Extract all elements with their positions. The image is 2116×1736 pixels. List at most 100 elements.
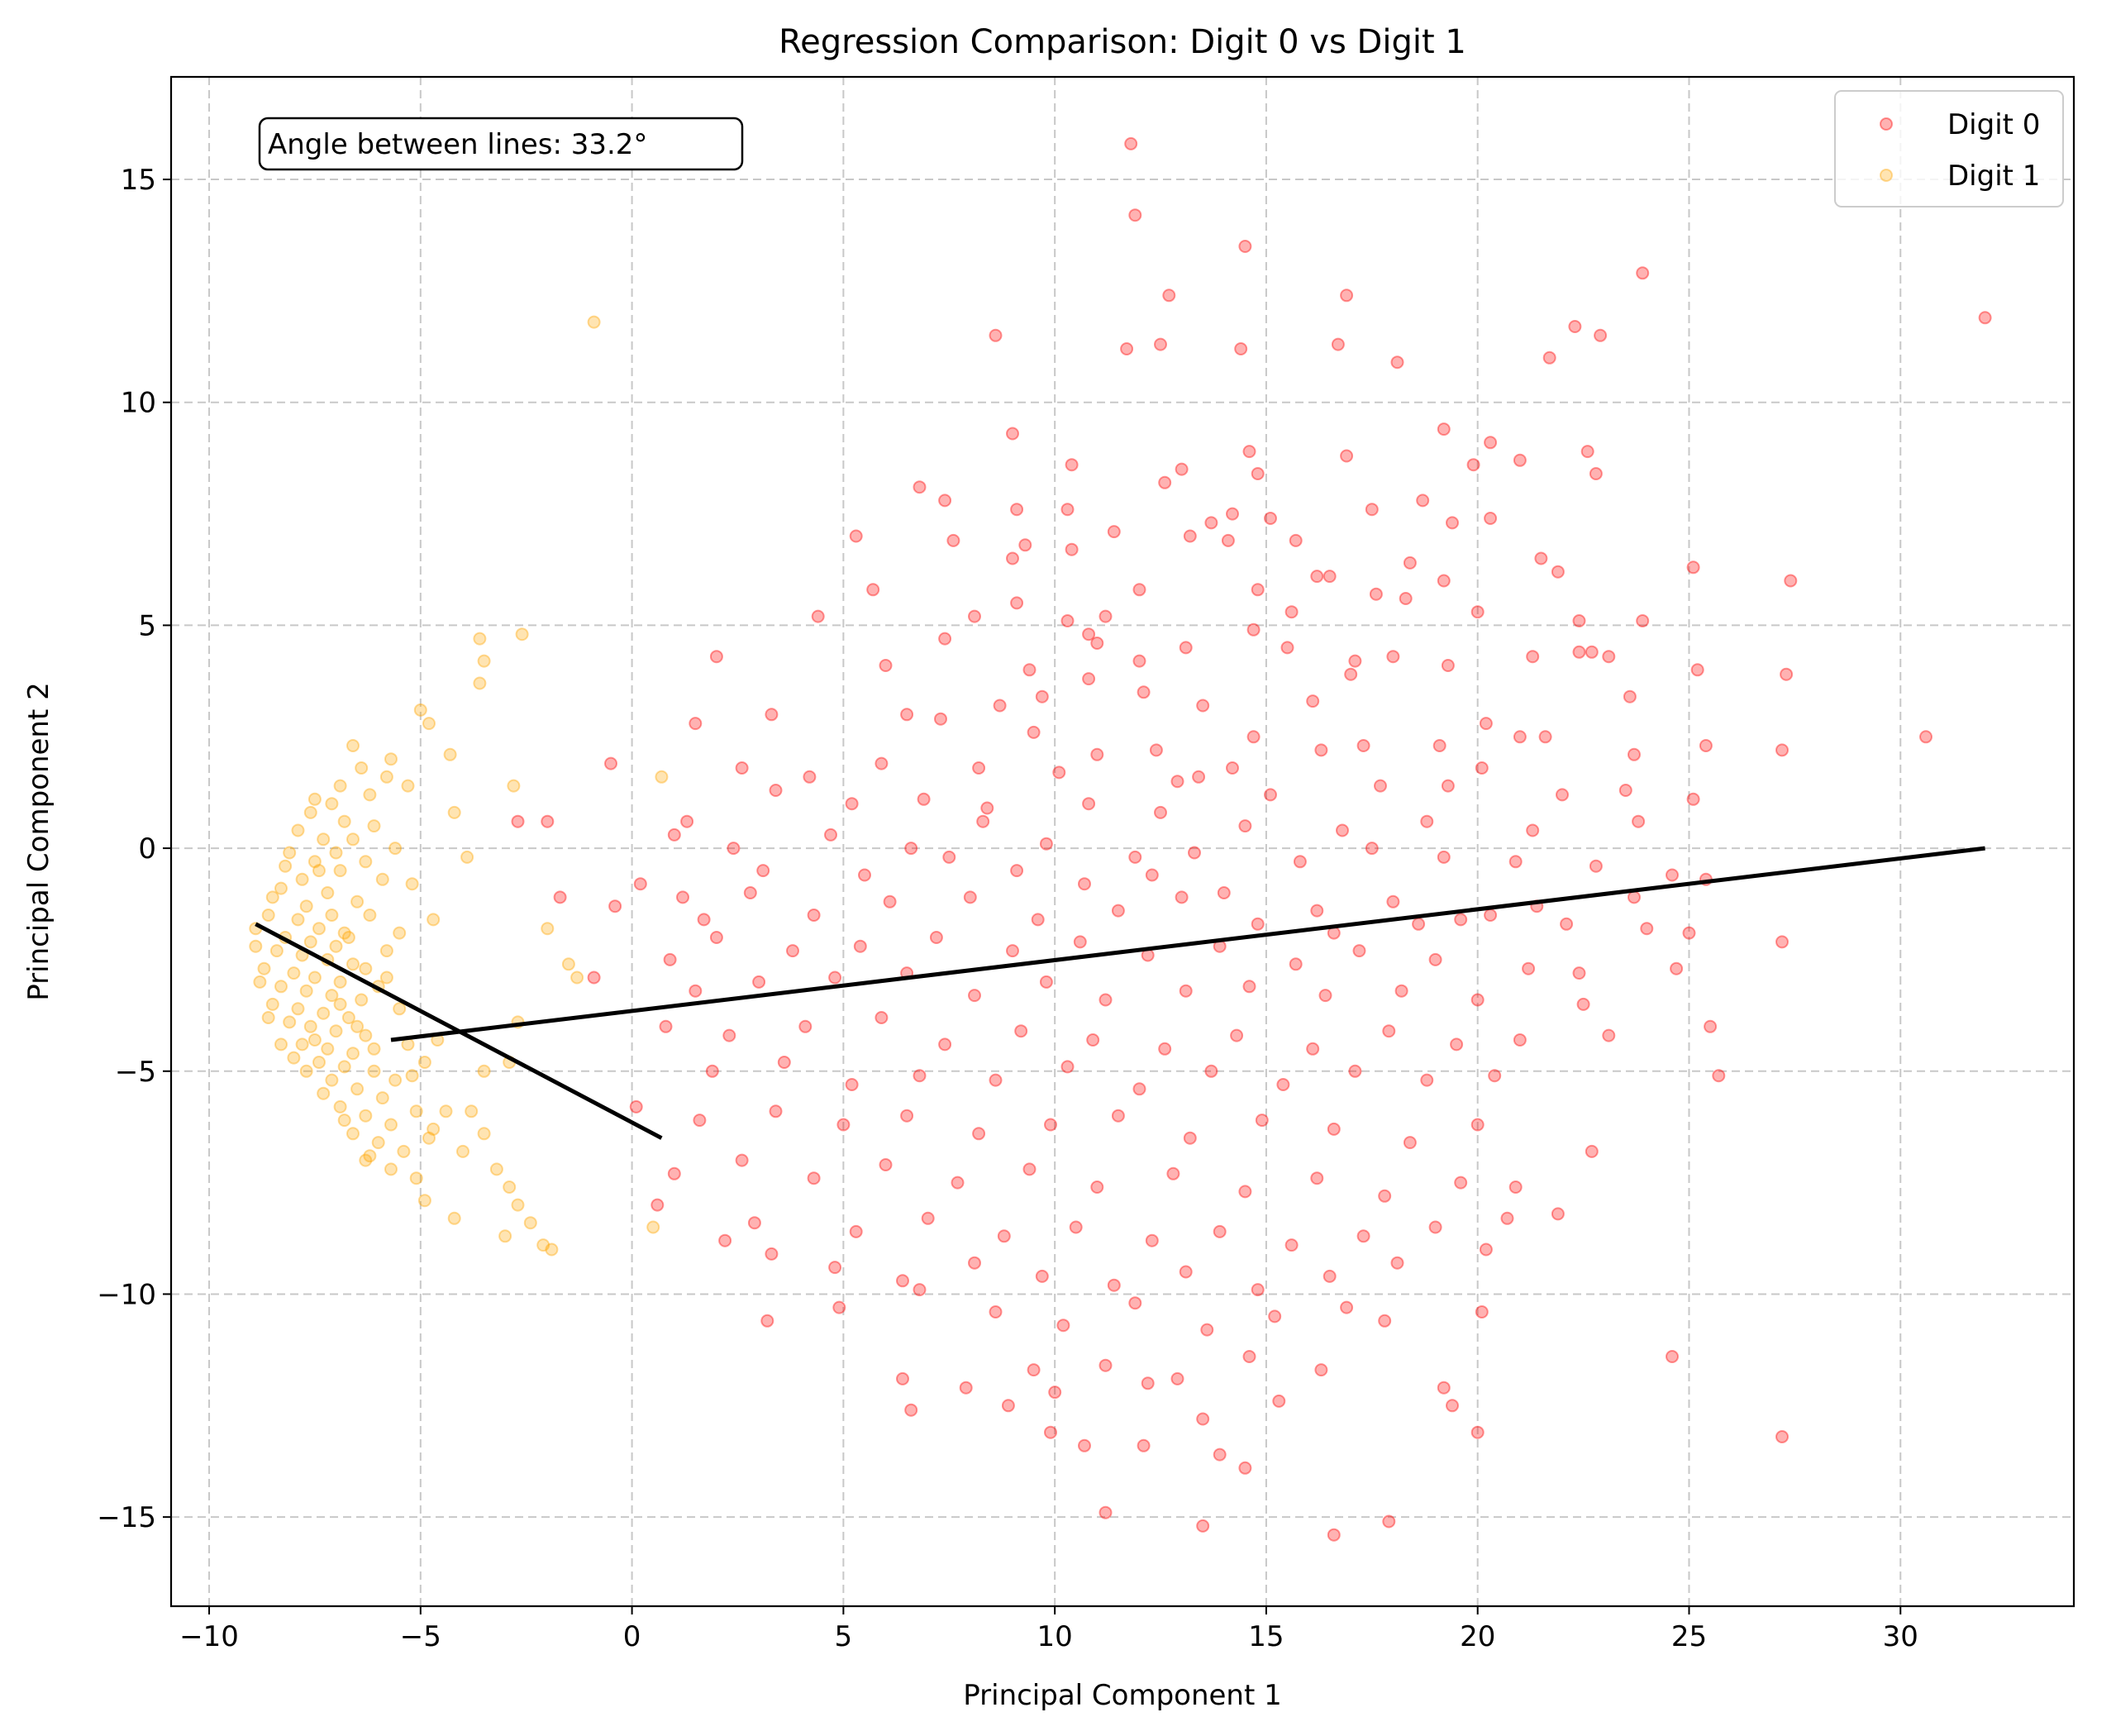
data-point <box>1399 592 1413 605</box>
data-point <box>1420 814 1434 828</box>
data-point <box>997 1229 1011 1243</box>
data-point <box>1052 765 1066 780</box>
data-point <box>1356 1229 1370 1243</box>
data-point <box>333 975 347 989</box>
data-point <box>1226 507 1239 521</box>
data-point <box>1086 1033 1100 1047</box>
data-point <box>1196 1412 1210 1426</box>
x-tick-label: 25 <box>1671 1620 1707 1653</box>
data-point <box>1001 1399 1015 1413</box>
data-point <box>1183 1131 1197 1145</box>
x-tick-label: 10 <box>1037 1620 1073 1653</box>
data-point <box>1919 730 1933 744</box>
data-point <box>1470 1118 1485 1132</box>
data-point <box>397 1144 411 1158</box>
data-point <box>849 1224 863 1238</box>
data-point <box>1484 909 1498 922</box>
data-point <box>283 846 297 860</box>
data-point <box>1594 328 1608 342</box>
data-point <box>341 931 355 944</box>
data-point <box>1327 1528 1341 1542</box>
data-point <box>1508 1180 1523 1194</box>
plot-frame <box>169 75 2075 1608</box>
data-point <box>1221 533 1235 547</box>
data-point <box>1035 689 1049 703</box>
data-point <box>1348 654 1362 668</box>
data-point <box>312 1056 326 1069</box>
data-point <box>693 1114 707 1128</box>
data-point <box>968 609 981 623</box>
data-point <box>295 872 309 886</box>
data-point <box>1526 650 1540 664</box>
data-point <box>1145 868 1159 882</box>
data-point <box>473 676 487 690</box>
data-point <box>536 1238 550 1252</box>
data-point <box>917 792 931 806</box>
data-point <box>1010 503 1024 517</box>
data-point <box>405 1069 419 1083</box>
y-axis-ticks: −15 −10 −5 0 5 10 15 <box>97 164 171 1534</box>
data-point <box>1602 650 1616 664</box>
data-point <box>1775 743 1789 757</box>
data-point <box>1107 525 1121 539</box>
data-point <box>798 1019 813 1033</box>
data-point <box>1099 1358 1113 1372</box>
data-point <box>283 1015 297 1029</box>
data-point <box>1137 685 1151 699</box>
data-point <box>1470 993 1485 1007</box>
data-point <box>1580 445 1594 459</box>
data-point <box>384 752 398 766</box>
data-point <box>1039 975 1053 989</box>
data-point <box>287 966 301 980</box>
data-point <box>587 971 601 985</box>
data-point <box>1284 605 1299 619</box>
data-point <box>727 842 741 856</box>
legend-label-digit-1: Digit 1 <box>1947 160 2040 193</box>
data-point <box>473 632 487 646</box>
data-point <box>1390 355 1404 370</box>
data-point <box>1560 917 1574 931</box>
data-point <box>1192 770 1206 784</box>
data-point <box>913 1069 927 1083</box>
series-digit-1 <box>249 315 669 1257</box>
chart-title: Regression Comparison: Digit 0 vs Digit … <box>779 23 1466 61</box>
data-point <box>845 797 859 811</box>
data-point <box>849 529 863 543</box>
y-tick-label: 5 <box>138 609 156 642</box>
x-tick-label: 0 <box>623 1620 641 1653</box>
data-point <box>359 961 373 975</box>
data-point <box>1183 529 1197 543</box>
data-point <box>498 1229 512 1243</box>
data-point <box>1170 775 1184 789</box>
data-point <box>689 984 703 998</box>
data-point <box>1242 445 1256 459</box>
data-point <box>1446 516 1459 530</box>
data-point <box>629 1099 643 1114</box>
data-point <box>946 533 960 547</box>
data-point <box>329 846 343 860</box>
data-point <box>709 650 723 664</box>
data-point <box>417 1056 431 1069</box>
data-point <box>921 1211 935 1225</box>
data-point <box>1099 1505 1113 1519</box>
data-point <box>375 872 389 886</box>
data-point <box>363 909 377 922</box>
data-point <box>1170 1371 1184 1385</box>
data-point <box>1179 641 1193 655</box>
data-points <box>249 136 1992 1542</box>
data-point <box>1585 1144 1599 1158</box>
data-point <box>346 832 360 847</box>
data-point <box>1230 1028 1244 1042</box>
data-point <box>350 1019 365 1033</box>
data-point <box>1437 422 1451 436</box>
data-point <box>1056 1319 1070 1333</box>
data-point <box>1318 989 1332 1003</box>
data-point <box>265 997 279 1011</box>
y-tick-label: 0 <box>138 832 156 866</box>
data-point <box>1082 797 1096 811</box>
data-point <box>875 1011 889 1024</box>
data-point <box>287 1051 301 1065</box>
data-point <box>1090 747 1104 761</box>
data-point <box>477 654 491 668</box>
data-point <box>1284 1238 1299 1252</box>
